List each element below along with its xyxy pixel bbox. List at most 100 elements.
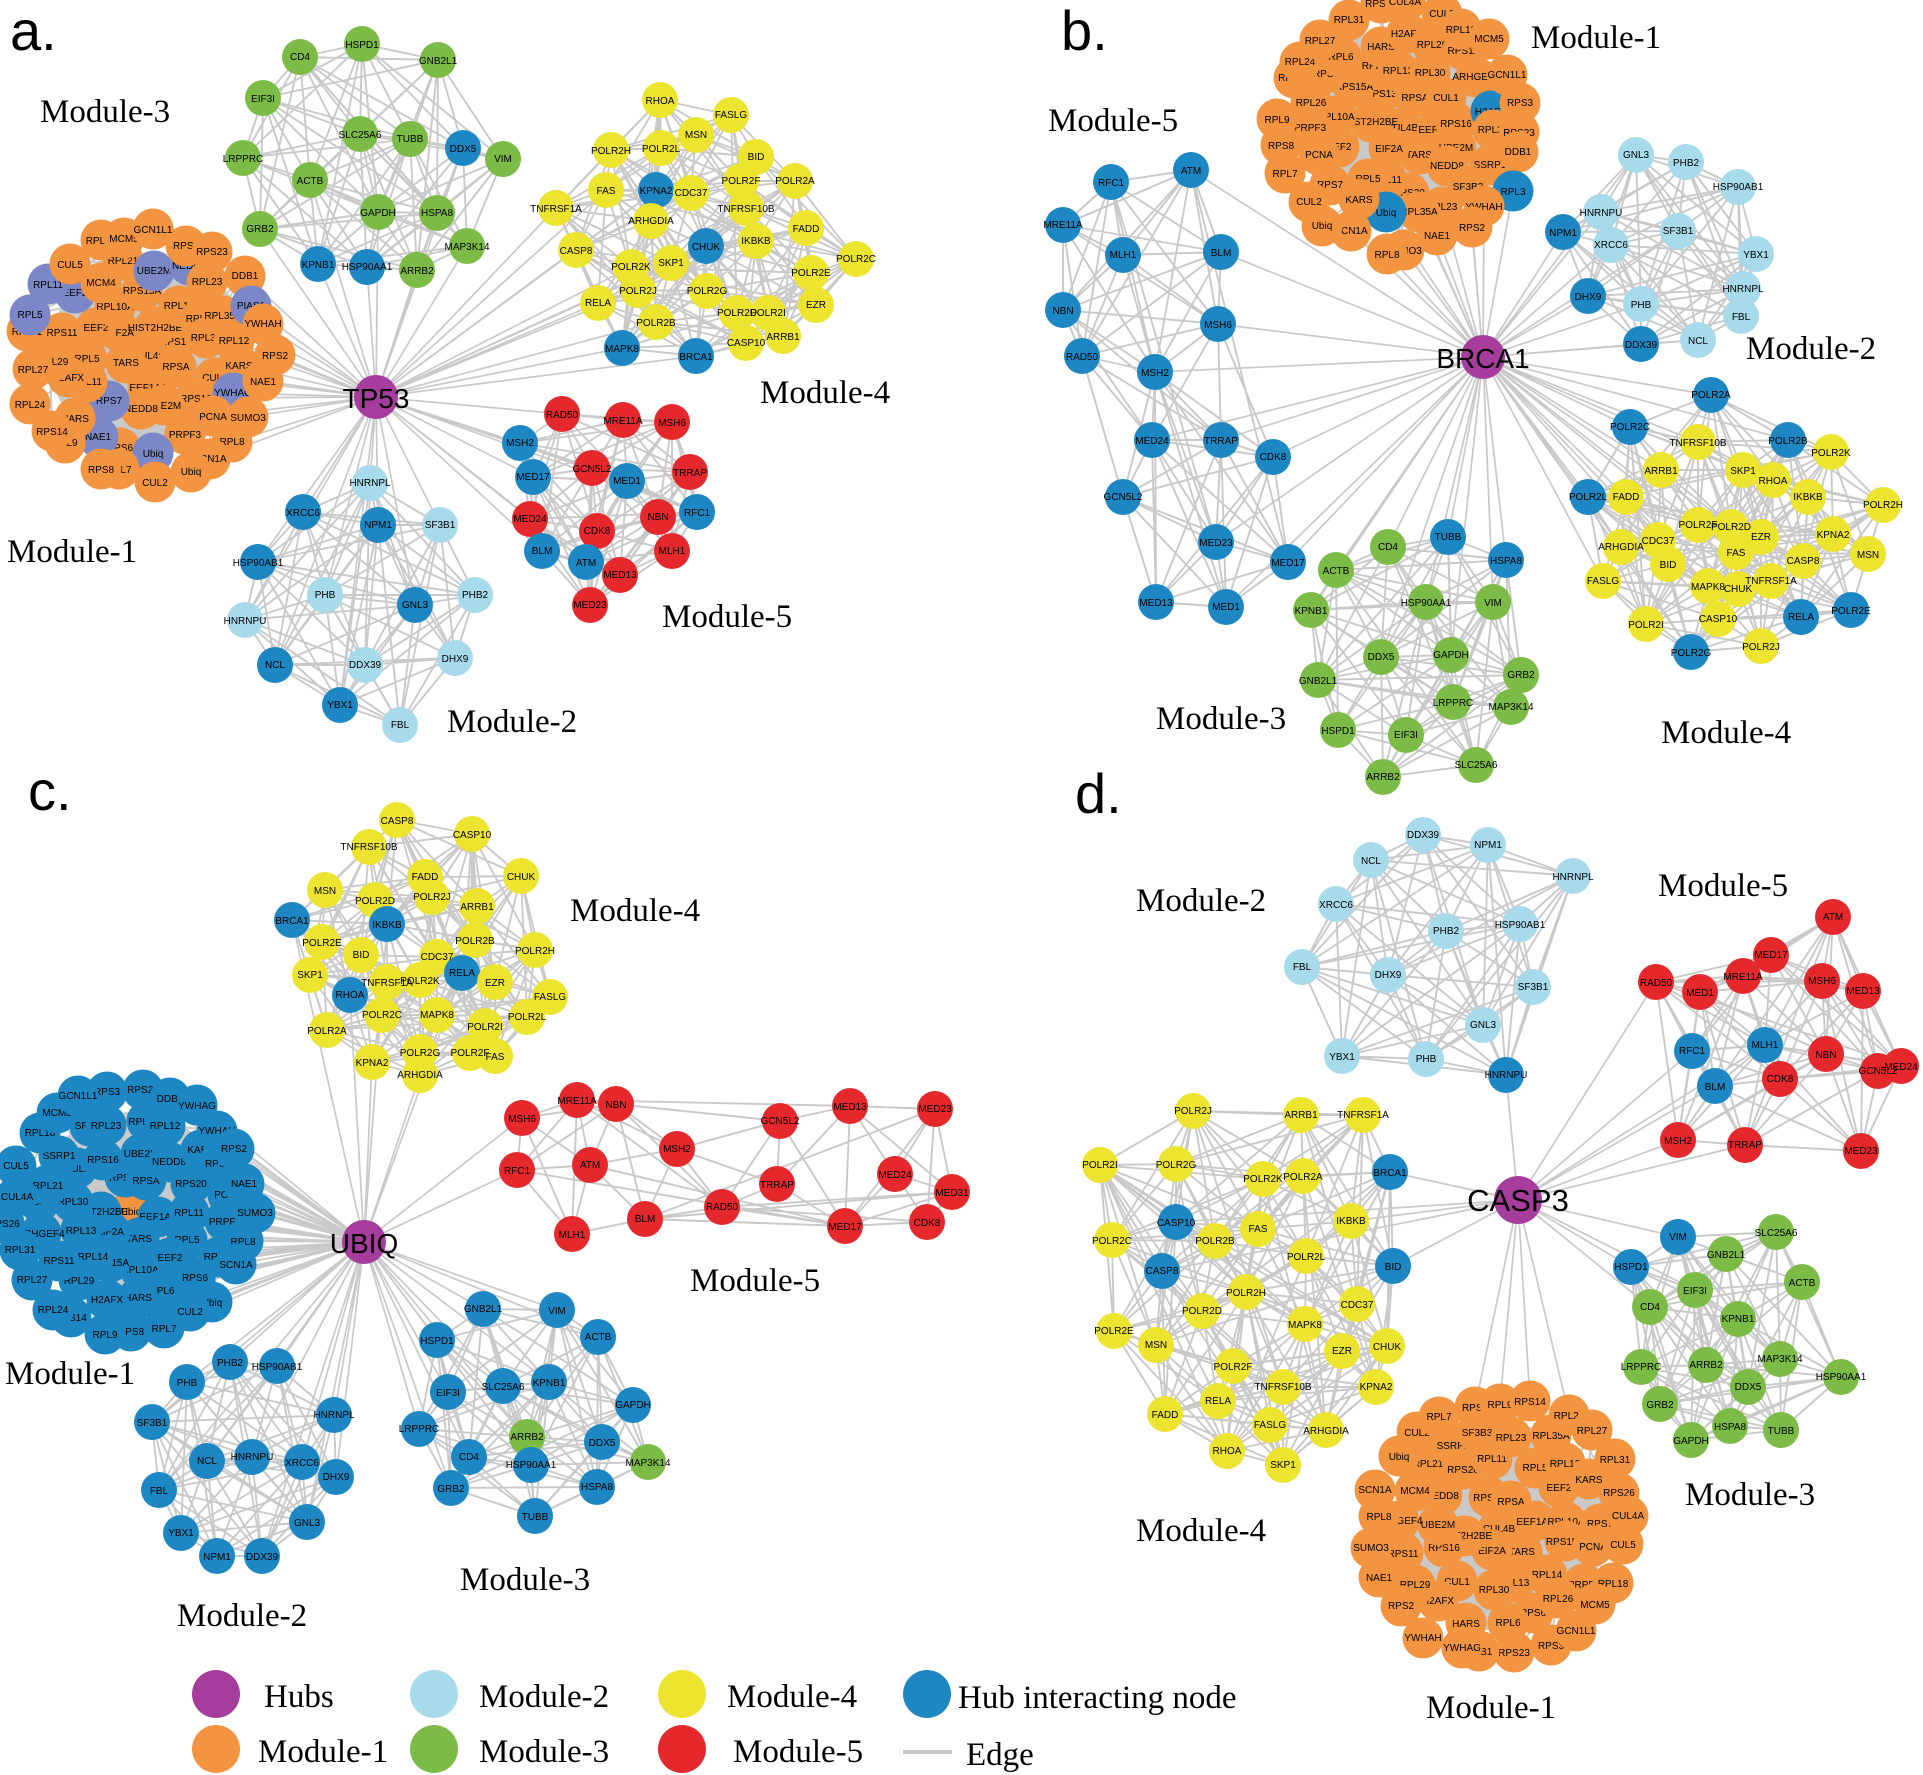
svg-text:RPL11: RPL11: [33, 280, 63, 291]
svg-text:EIF3I: EIF3I: [251, 94, 275, 105]
svg-text:YBX1: YBX1: [1329, 1052, 1355, 1063]
svg-text:SLC25A6: SLC25A6: [482, 1382, 525, 1393]
svg-text:CDK8: CDK8: [1767, 1074, 1794, 1085]
svg-text:POLR2G: POLR2G: [687, 286, 728, 297]
svg-text:RPL35A: RPL35A: [1400, 207, 1438, 218]
svg-text:MSH2: MSH2: [1664, 1136, 1692, 1147]
svg-text:SCN1A: SCN1A: [1358, 1485, 1392, 1496]
svg-text:FBL: FBL: [391, 720, 410, 731]
svg-text:Module-3: Module-3: [479, 1734, 609, 1770]
svg-text:UBE2M: UBE2M: [147, 401, 181, 412]
svg-text:DDX5: DDX5: [1735, 1382, 1762, 1393]
svg-text:RPS13: RPS13: [160, 337, 192, 348]
svg-text:UBE2M: UBE2M: [137, 266, 171, 277]
svg-text:RPL11: RPL11: [1477, 1454, 1507, 1465]
svg-text:EEF1A1: EEF1A1: [1516, 1517, 1554, 1528]
svg-text:MCM5: MCM5: [109, 234, 139, 245]
svg-text:NCL: NCL: [265, 660, 285, 671]
svg-text:TNFRSF1A: TNFRSF1A: [1745, 576, 1797, 587]
svg-text:HSPD1: HSPD1: [1614, 1262, 1648, 1273]
svg-text:POLR2J: POLR2J: [1742, 642, 1780, 653]
svg-text:RPL30: RPL30: [58, 1197, 89, 1208]
svg-text:RPL6: RPL6: [1495, 1618, 1520, 1629]
svg-text:ATM: ATM: [1181, 166, 1201, 177]
svg-text:RPL8: RPL8: [1374, 250, 1399, 261]
svg-text:UBE2M: UBE2M: [124, 1149, 158, 1160]
svg-text:FADD: FADD: [1152, 1410, 1179, 1421]
svg-text:RPL8: RPL8: [1366, 1512, 1391, 1523]
svg-text:RPS7: RPS7: [205, 1159, 232, 1170]
svg-text:d.: d.: [1075, 762, 1122, 825]
svg-text:PHB: PHB: [315, 590, 336, 601]
svg-text:FASLG: FASLG: [1587, 576, 1619, 587]
svg-text:CASP8: CASP8: [1146, 1266, 1179, 1277]
svg-text:TUBB: TUBB: [1435, 532, 1462, 543]
svg-text:MSH2: MSH2: [506, 438, 534, 449]
svg-text:RPL27: RPL27: [1577, 1426, 1608, 1437]
svg-text:VIM: VIM: [494, 154, 512, 165]
svg-text:MRE11A: MRE11A: [1043, 220, 1083, 231]
svg-text:CUL4A: CUL4A: [1, 1192, 34, 1203]
svg-text:RPS13: RPS13: [1473, 1493, 1505, 1504]
svg-text:RELA: RELA: [1205, 1396, 1231, 1407]
svg-text:PCNA: PCNA: [1305, 150, 1333, 161]
svg-text:RPL12: RPL12: [1550, 1459, 1581, 1470]
svg-text:MAP3K14: MAP3K14: [1757, 1354, 1802, 1365]
svg-text:VIM: VIM: [1669, 1232, 1687, 1243]
svg-text:EIF2A: EIF2A: [1375, 144, 1403, 155]
svg-text:KARS: KARS: [187, 1145, 215, 1156]
svg-text:MCM5: MCM5: [42, 1108, 72, 1119]
svg-text:HSP90AA1: HSP90AA1: [1401, 598, 1452, 609]
svg-text:MSH6: MSH6: [508, 1114, 536, 1125]
svg-text:Module-2: Module-2: [177, 1598, 307, 1634]
svg-text:FADD: FADD: [1613, 492, 1640, 503]
svg-text:HNRNPU: HNRNPU: [224, 616, 267, 627]
svg-text:CHUK: CHUK: [507, 872, 536, 883]
svg-text:RPL26: RPL26: [1296, 98, 1327, 109]
svg-text:ARRB1: ARRB1: [766, 332, 800, 343]
svg-text:PHB: PHB: [177, 1378, 198, 1389]
svg-text:SCN1A: SCN1A: [1334, 226, 1368, 237]
svg-text:POLR2K: POLR2K: [1811, 448, 1851, 459]
svg-text:RPS11: RPS11: [44, 1256, 75, 1267]
svg-text:RPL10A: RPL10A: [96, 302, 134, 313]
svg-text:FASLG: FASLG: [715, 110, 747, 121]
svg-text:BRCA1: BRCA1: [1436, 343, 1529, 374]
svg-text:MED24: MED24: [513, 514, 547, 525]
svg-text:ARRB2: ARRB2: [1366, 772, 1400, 783]
svg-text:HIST2H2BE: HIST2H2BE: [1438, 1531, 1493, 1542]
svg-text:HARS: HARS: [61, 414, 89, 425]
svg-text:POLR2K: POLR2K: [611, 262, 651, 273]
svg-text:CHUK: CHUK: [1373, 1342, 1402, 1353]
svg-text:RPL35A: RPL35A: [1532, 1431, 1570, 1442]
svg-text:ARHGDIA: ARHGDIA: [1598, 542, 1644, 553]
svg-text:MCM4: MCM4: [86, 278, 116, 289]
svg-text:HNRNPL: HNRNPL: [1552, 872, 1594, 883]
svg-text:BID: BID: [353, 950, 370, 961]
svg-text:BID: BID: [748, 152, 765, 163]
svg-text:SF3B3: SF3B3: [1462, 1428, 1493, 1439]
svg-text:MSH2: MSH2: [1141, 368, 1169, 379]
svg-text:NEDD8: NEDD8: [152, 1157, 186, 1168]
svg-text:MED23: MED23: [1844, 1146, 1878, 1157]
svg-text:HSP90AB1: HSP90AB1: [1713, 182, 1764, 193]
svg-text:POLR2E: POLR2E: [791, 268, 831, 279]
svg-text:MED13: MED13: [603, 570, 637, 581]
svg-text:DHX9: DHX9: [323, 1472, 350, 1483]
svg-text:GNL3: GNL3: [1623, 150, 1650, 161]
svg-text:DDX5: DDX5: [450, 144, 477, 155]
svg-text:POLR2D: POLR2D: [717, 308, 757, 319]
svg-text:RPL21: RPL21: [108, 256, 139, 267]
svg-text:TRRAP: TRRAP: [1204, 436, 1238, 447]
svg-text:HSPD1: HSPD1: [345, 40, 379, 51]
svg-text:Module-4: Module-4: [1136, 1513, 1266, 1549]
svg-text:PHB: PHB: [1416, 1054, 1437, 1065]
svg-text:RPL21: RPL21: [33, 1181, 64, 1192]
svg-text:RAD50: RAD50: [1640, 978, 1673, 989]
svg-text:ACTB: ACTB: [1789, 1278, 1816, 1289]
svg-text:RPS23: RPS23: [1498, 1648, 1530, 1659]
svg-text:SLC25A6: SLC25A6: [339, 130, 382, 141]
svg-text:RPL27: RPL27: [17, 1275, 48, 1286]
svg-text:RFC1: RFC1: [1679, 1046, 1706, 1057]
svg-text:MRE11A: MRE11A: [1723, 972, 1763, 983]
